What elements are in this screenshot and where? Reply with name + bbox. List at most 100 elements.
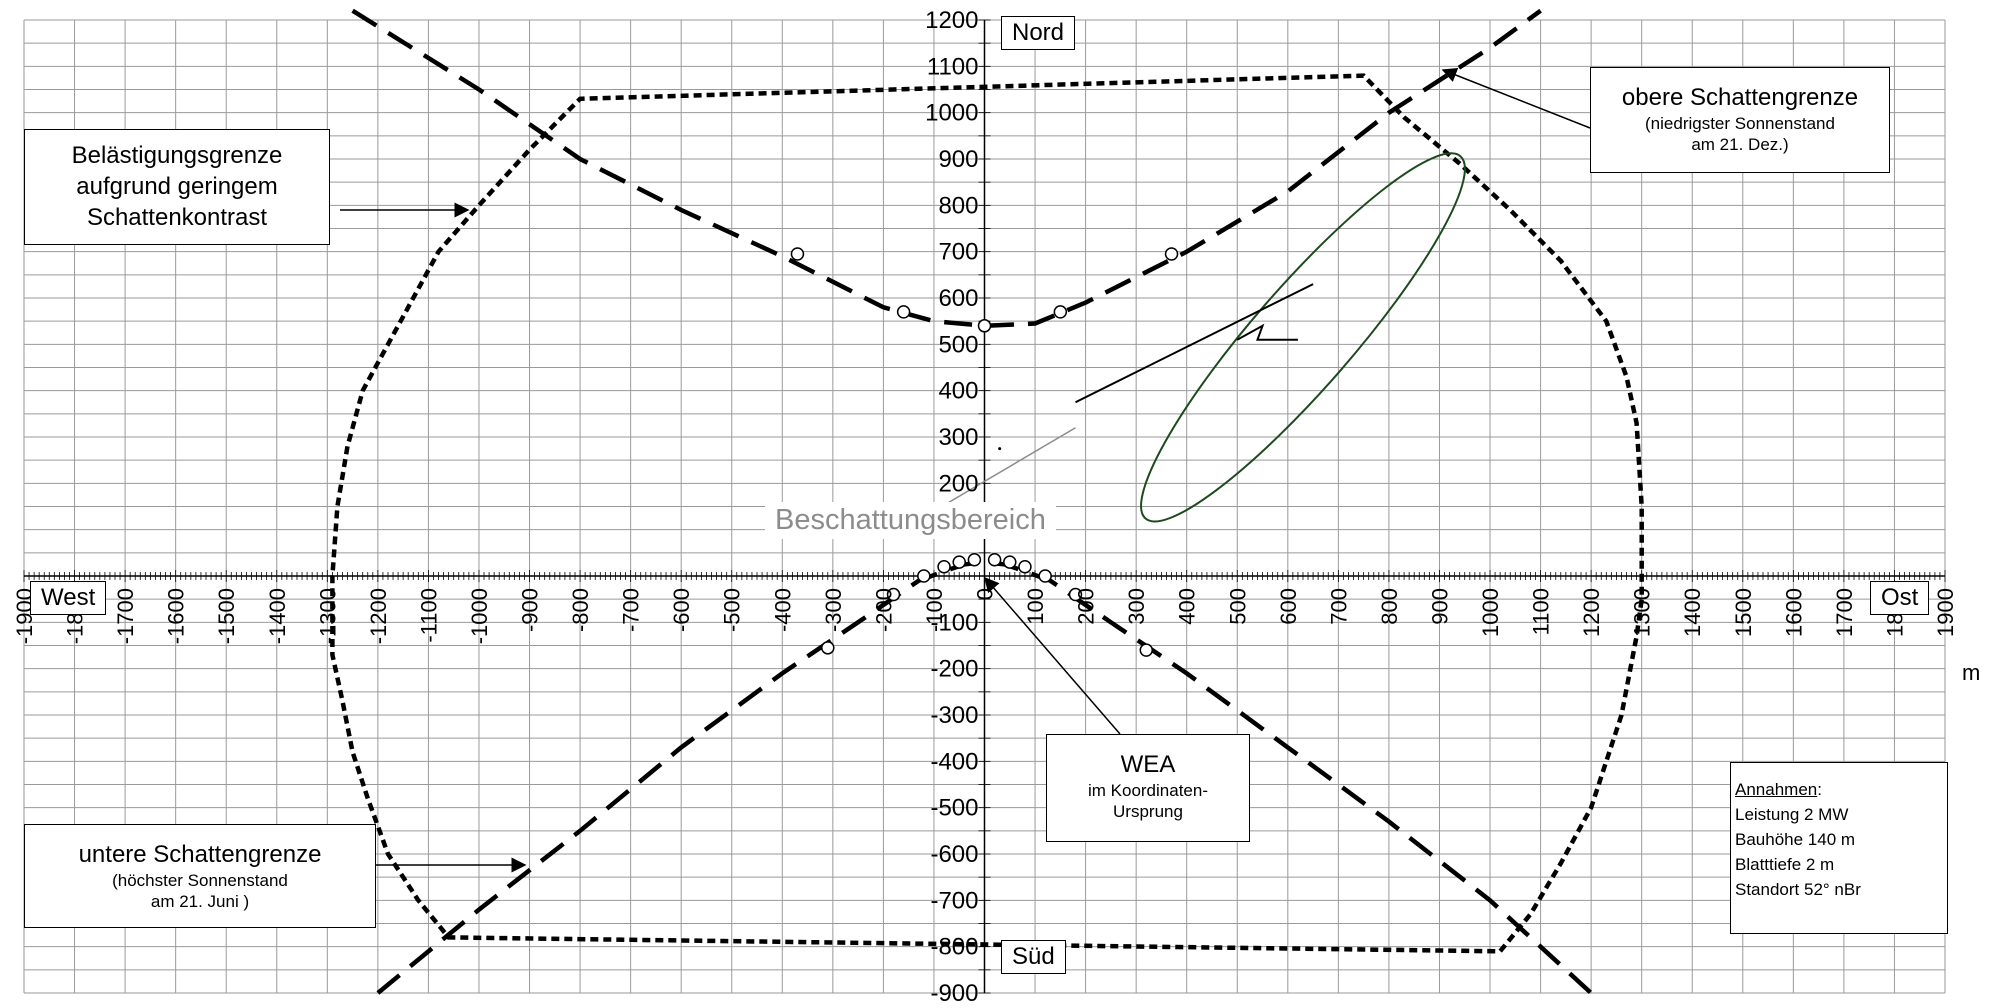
y-tick-label: -500 — [930, 795, 978, 822]
data-point — [790, 247, 805, 261]
data-point — [1164, 247, 1179, 261]
data-point — [967, 553, 982, 567]
x-tick-label: -1300 — [315, 588, 340, 644]
data-point — [1053, 305, 1068, 319]
south-label: Süd — [1001, 940, 1066, 974]
data-point — [821, 641, 835, 655]
arrow-obere — [1441, 67, 1591, 129]
data-point — [937, 559, 951, 574]
data-point — [952, 555, 966, 569]
annotation-obere-schattengrenze: obere Schattengrenze (niedrigster Sonnen… — [1590, 67, 1890, 173]
y-tick-label: -900 — [930, 980, 978, 1007]
y-tick-label: 800 — [938, 192, 978, 219]
x-tick-label: 1700 — [1832, 588, 1857, 637]
y-tick-label: 1100 — [927, 53, 979, 80]
y-tick-label: 1200 — [925, 7, 978, 34]
y-tick-label: -100 — [930, 609, 978, 636]
y-tick-label: 900 — [938, 146, 978, 173]
y-tick-label: 300 — [938, 424, 978, 451]
data-point — [987, 553, 1002, 567]
y-tick-label: -400 — [930, 748, 978, 775]
x-tick-label: -800 — [568, 588, 593, 632]
x-tick-label: 700 — [1326, 588, 1351, 625]
x-tick-label: -200 — [871, 588, 896, 632]
x-tick-label: 0 — [973, 588, 998, 600]
data-point — [1139, 643, 1154, 657]
x-tick-label: 1200 — [1579, 588, 1604, 637]
x-tick-label: -300 — [821, 588, 846, 632]
data-point — [977, 319, 992, 333]
y-tick-label: 200 — [938, 470, 978, 497]
annotation-untere-schattengrenze: untere Schattengrenze (höchster Sonnenst… — [24, 824, 376, 928]
annotation-wea: WEA im Koordinaten- Ursprung — [1046, 734, 1250, 842]
y-tick-label: 1000 — [925, 100, 978, 127]
data-point — [1003, 555, 1017, 569]
markers — [790, 247, 1179, 657]
north-label: Nord — [1001, 16, 1076, 50]
y-tick-label: 400 — [938, 378, 978, 405]
region-label: Beschattungsbereich — [765, 502, 1056, 539]
x-tick-label: -1400 — [265, 588, 290, 644]
blade-line — [1075, 283, 1314, 404]
x-tick-label: -700 — [619, 588, 644, 632]
annotation-arrows — [340, 67, 1591, 873]
x-tick-label: -100 — [922, 588, 947, 632]
data-point — [1068, 587, 1083, 602]
x-tick-label: -600 — [669, 588, 694, 632]
y-tick-label: -200 — [930, 656, 978, 683]
y-tick-label: -700 — [930, 887, 978, 914]
series-2-line — [376, 559, 1593, 995]
x-tick-label: -1500 — [214, 588, 239, 644]
x-tick-label: 1000 — [1478, 588, 1503, 637]
x-tick-label: 300 — [1124, 588, 1149, 625]
assumptions-heading: Annahmen — [1735, 780, 1818, 799]
assumption-line: Standort 52° nBr — [1735, 880, 1861, 899]
x-tick-label: -400 — [770, 588, 795, 632]
x-tick-label: 900 — [1427, 588, 1452, 625]
y-tick-label: -600 — [930, 841, 978, 868]
region-pointer — [933, 427, 1076, 512]
x-tick-label: 800 — [1377, 588, 1402, 625]
y-tick-label: 500 — [938, 331, 978, 358]
x-tick-label: 1600 — [1781, 588, 1806, 637]
data-point — [1018, 559, 1032, 574]
assumption-line: Leistung 2 MW — [1735, 805, 1849, 824]
series-1-line — [351, 8, 1542, 329]
x-tick-label: 1300 — [1630, 588, 1655, 637]
assumption-line: Bauhöhe 140 m — [1735, 830, 1856, 849]
west-label: West — [30, 581, 107, 615]
x-axis-unit: m — [1962, 660, 1981, 685]
x-tick-label: 100 — [1023, 588, 1048, 625]
x-tick-label: 1100 — [1529, 588, 1554, 635]
x-tick-label: 1400 — [1680, 588, 1705, 637]
east-label: Ost — [1870, 581, 1930, 615]
dot — [998, 447, 1002, 451]
turbine-shadow-ellipse — [933, 152, 1466, 523]
x-tick-label: -1700 — [113, 588, 138, 644]
x-tick-label: 1900 — [1933, 588, 1958, 637]
data-point — [886, 587, 901, 602]
data-point — [917, 569, 931, 583]
x-tick-label: -500 — [720, 588, 745, 632]
data-point — [896, 305, 911, 319]
curves — [330, 8, 1644, 995]
arrow-wea — [984, 576, 1121, 735]
shadow-ellipse — [1140, 152, 1466, 523]
y-tick-label: 700 — [938, 239, 978, 266]
x-tick-label: 600 — [1276, 588, 1301, 625]
x-tick-label: -900 — [518, 588, 543, 632]
x-tick-label: 400 — [1175, 588, 1200, 625]
y-tick-label: 600 — [938, 285, 978, 312]
data-point — [1038, 569, 1052, 583]
assumptions-box: Annahmen: Leistung 2 MW Bauhöhe 140 m Bl… — [1730, 762, 1948, 934]
x-tick-label: -1600 — [164, 588, 189, 644]
x-tick-label: -1100 — [416, 588, 441, 643]
x-tick-label: -1200 — [366, 588, 391, 644]
x-tick-label: -1000 — [467, 588, 492, 644]
series-0-line — [330, 73, 1644, 954]
x-tick-label: 1500 — [1731, 588, 1756, 637]
x-tick-label: 500 — [1225, 588, 1250, 625]
annotation-belaestigungsgrenze: Belästigungsgrenze aufgrund geringem Sch… — [24, 129, 330, 245]
y-tick-label: -300 — [930, 702, 978, 729]
assumption-line: Blatttiefe 2 m — [1735, 855, 1835, 874]
